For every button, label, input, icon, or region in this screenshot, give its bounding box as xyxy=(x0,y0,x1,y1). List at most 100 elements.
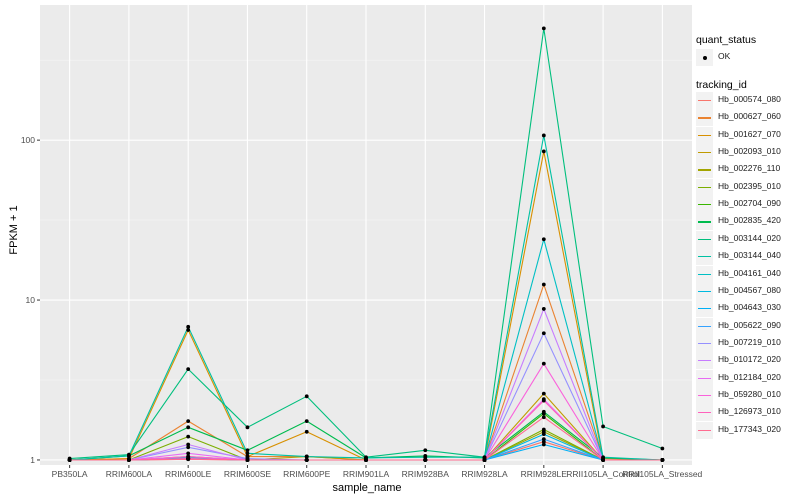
x-tick-label: RRIM928LE xyxy=(521,469,568,479)
legend-item-Hb_007219_010: Hb_007219_010 xyxy=(696,334,800,352)
legend-item-Hb_002704_090: Hb_002704_090 xyxy=(696,196,800,214)
legend-label: Hb_002093_010 xyxy=(718,146,781,157)
data-point xyxy=(482,455,487,460)
x-tick-label: RRII105LA_Control xyxy=(566,469,640,479)
data-point xyxy=(541,391,546,396)
line-swatch-icon xyxy=(698,134,711,136)
legend-item-Hb_002093_010: Hb_002093_010 xyxy=(696,144,800,162)
legend: quant_status OK tracking_id Hb_000574_08… xyxy=(692,0,800,500)
legend-key xyxy=(696,49,713,66)
data-point xyxy=(541,307,546,311)
line-swatch-icon xyxy=(698,238,711,240)
legend-key xyxy=(696,92,713,109)
data-point xyxy=(541,439,546,444)
line-swatch-icon xyxy=(698,204,711,206)
legend-item-Hb_012184_020: Hb_012184_020 xyxy=(696,369,800,387)
legend-item-Hb_004161_040: Hb_004161_040 xyxy=(696,265,800,283)
line-swatch-icon xyxy=(698,100,711,102)
legend-label: Hb_000627_060 xyxy=(718,111,781,122)
legend-label: OK xyxy=(718,51,731,61)
data-point xyxy=(186,457,191,462)
data-point xyxy=(660,458,665,462)
data-point xyxy=(541,409,546,414)
line-swatch-icon xyxy=(698,412,711,414)
data-point xyxy=(304,454,309,459)
legend-key xyxy=(696,230,713,248)
data-point xyxy=(186,442,191,447)
data-point xyxy=(541,26,546,31)
data-point xyxy=(660,446,665,451)
line-swatch-icon xyxy=(698,186,711,188)
data-point xyxy=(304,429,309,434)
legend-key xyxy=(696,352,713,370)
data-point xyxy=(304,458,309,462)
line-swatch-icon xyxy=(698,169,711,171)
legend-item-Hb_059280_010: Hb_059280_010 xyxy=(696,386,800,404)
legend-label: Hb_177343_020 xyxy=(718,423,781,434)
data-point xyxy=(541,282,546,287)
line-swatch-icon xyxy=(698,342,711,345)
legend-label: Hb_002835_420 xyxy=(718,215,781,226)
x-tick-label: RRIM928BA xyxy=(402,469,450,479)
data-point xyxy=(601,455,605,460)
legend-key xyxy=(696,109,713,127)
legend-item-Hb_002835_420: Hb_002835_420 xyxy=(696,213,800,231)
x-tick-label: RRIM600PE xyxy=(283,469,331,479)
grid-lines xyxy=(40,5,692,465)
legend-item-Hb_002395_010: Hb_002395_010 xyxy=(696,178,800,196)
legend-label: Hb_002395_010 xyxy=(718,180,781,191)
x-tick-label: RRII105LA_Stressed xyxy=(622,469,702,479)
data-point xyxy=(541,237,546,242)
legend-key xyxy=(696,386,713,404)
legend-item-Hb_004567_080: Hb_004567_080 xyxy=(696,282,800,300)
legend-label: Hb_002276_110 xyxy=(718,163,781,174)
legend-key xyxy=(696,334,713,352)
x-tick-label: RRIM928LA xyxy=(461,469,508,479)
line-swatch-icon xyxy=(698,117,711,119)
data-point xyxy=(186,425,191,430)
legend-key xyxy=(696,213,713,231)
data-point xyxy=(186,324,191,329)
legend-label: Hb_003144_040 xyxy=(718,250,781,261)
data-point xyxy=(245,448,250,453)
x-tick-label: RRIM901LA xyxy=(343,469,390,479)
legend-key xyxy=(696,369,713,387)
data-point xyxy=(186,445,191,450)
legend-key xyxy=(696,421,713,439)
legend-key xyxy=(696,196,713,214)
legend-item-ok: OK xyxy=(696,49,800,66)
data-point xyxy=(541,432,546,437)
line-swatch-icon xyxy=(698,308,711,310)
legend-item-Hb_000574_080: Hb_000574_080 xyxy=(696,92,800,109)
legend-item-Hb_004643_030: Hb_004643_030 xyxy=(696,300,800,318)
line-swatch-icon xyxy=(698,273,711,275)
data-point xyxy=(601,458,605,462)
line-swatch-icon xyxy=(698,325,711,327)
x-tick-label: RRIM600SE xyxy=(224,469,272,479)
legend-item-Hb_003144_020: Hb_003144_020 xyxy=(696,230,800,248)
data-point xyxy=(423,455,428,460)
data-point xyxy=(186,434,191,439)
data-point xyxy=(186,367,191,371)
legend-item-Hb_126973_010: Hb_126973_010 xyxy=(696,404,800,422)
data-point xyxy=(541,442,546,447)
y-axis-title: FPKM + 1 xyxy=(8,205,20,254)
x-tick-label: PB350LA xyxy=(52,469,88,479)
line-swatch-icon xyxy=(698,221,711,223)
data-point xyxy=(541,427,546,432)
legend-item-Hb_002276_110: Hb_002276_110 xyxy=(696,161,800,179)
data-point xyxy=(245,458,250,462)
legend-key xyxy=(696,144,713,162)
x-tick-label: RRIM600LE xyxy=(165,469,212,479)
line-swatch-icon xyxy=(698,256,711,258)
legend-label: Hb_010172_020 xyxy=(718,354,781,365)
legend-item-Hb_010172_020: Hb_010172_020 xyxy=(696,352,800,370)
legend-item-Hb_005622_090: Hb_005622_090 xyxy=(696,317,800,335)
x-axis-title: sample_name xyxy=(332,482,401,494)
data-point xyxy=(423,448,428,453)
x-tick-label: RRIM600LA xyxy=(106,469,153,479)
legend-key xyxy=(696,126,713,144)
axes: 1 10 100 PB350LA RRIM600LA RRIM600LE RRIM600SE… xyxy=(21,135,703,479)
legend-item-Hb_177343_020: Hb_177343_020 xyxy=(696,421,800,439)
